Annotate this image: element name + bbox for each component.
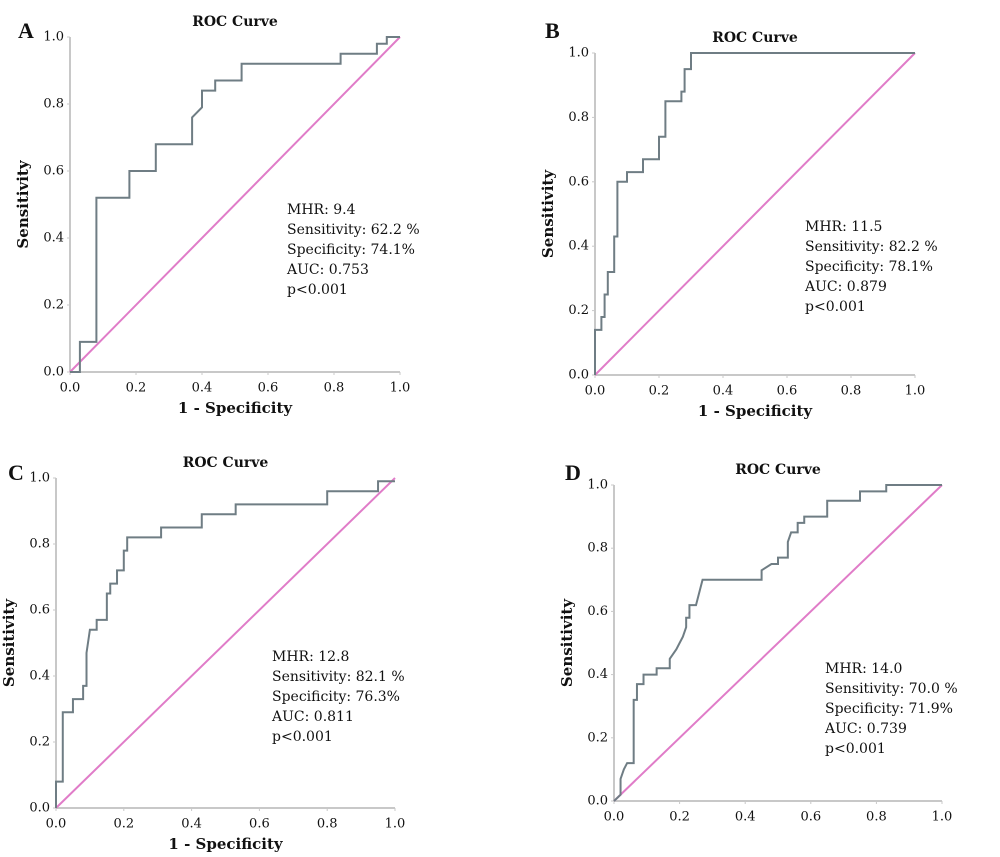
x-tick-label: 0.2: [113, 817, 134, 832]
annotation: AUC: 0.753: [286, 262, 369, 278]
y-tick-label: 0.4: [568, 239, 589, 254]
x-axis-label: 1 - Specificity: [698, 402, 813, 420]
y-tick-label: 0.0: [29, 801, 50, 816]
annotation: Specificity: 76.3%: [272, 689, 400, 705]
roc-line: [594, 52, 915, 375]
annotation: Specificity: 74.1%: [287, 242, 415, 258]
chart-title: ROC Curve: [712, 30, 798, 46]
y-tick-label: 0.2: [43, 298, 64, 313]
y-tick-label: 0.8: [43, 97, 64, 112]
x-tick-label: 0.6: [249, 817, 270, 832]
annotation: Sensitivity: 62.2 %: [287, 222, 420, 238]
y-tick-label: 0.6: [29, 603, 50, 618]
x-tick-label: 0.0: [585, 384, 606, 399]
x-tick-label: 0.8: [317, 817, 338, 832]
y-tick-label: 0.8: [29, 537, 50, 552]
x-tick-label: 0.8: [866, 810, 887, 825]
x-tick-label: 0.4: [192, 381, 213, 396]
roc-line: [69, 36, 401, 373]
annotation: MHR: 14.0: [825, 661, 902, 677]
annotation: Specificity: 78.1%: [805, 259, 933, 275]
panel-label: A: [18, 18, 34, 43]
y-tick-label: 0.0: [587, 794, 608, 809]
y-tick-label: 0.4: [29, 669, 50, 684]
x-tick-label: 0.2: [649, 384, 670, 399]
annotation: p<0.001: [805, 299, 866, 315]
annotation: p<0.001: [287, 282, 348, 298]
x-axis-label: 1 - Specificity: [178, 399, 293, 417]
x-tick-label: 0.0: [604, 810, 625, 825]
x-tick-label: 0.6: [258, 381, 279, 396]
y-tick-label: 0.6: [43, 164, 64, 179]
roc-line: [70, 36, 400, 373]
y-tick-label: 0.4: [43, 231, 64, 246]
annotation: AUC: 0.739: [824, 721, 907, 737]
annotation: MHR: 12.8: [272, 649, 349, 665]
x-tick-label: 1.0: [390, 381, 411, 396]
y-axis-label: Sensitivity: [14, 159, 32, 248]
x-tick-label: 0.0: [60, 381, 81, 396]
x-tick-label: 0.2: [669, 810, 690, 825]
x-tick-label: 0.4: [713, 384, 734, 399]
x-tick-label: 0.4: [181, 817, 202, 832]
panel-label: D: [565, 460, 581, 485]
y-tick-label: 0.0: [568, 368, 589, 383]
annotation: Sensitivity: 82.2 %: [805, 239, 938, 255]
annotation: AUC: 0.811: [271, 709, 354, 725]
y-tick-label: 1.0: [587, 478, 608, 493]
y-tick-label: 1.0: [43, 30, 64, 45]
x-tick-label: 0.6: [800, 810, 821, 825]
annotation: MHR: 11.5: [805, 219, 882, 235]
x-tick-label: 1.0: [932, 810, 953, 825]
x-tick-label: 1.0: [905, 384, 926, 399]
y-tick-label: 0.8: [587, 541, 608, 556]
y-axis-label: Sensitivity: [558, 598, 576, 687]
panel-label: B: [545, 18, 560, 43]
y-tick-label: 0.8: [568, 110, 589, 125]
roc-line: [613, 484, 942, 802]
roc-line: [613, 484, 943, 802]
roc-line: [594, 52, 916, 376]
y-tick-label: 0.4: [587, 667, 608, 682]
chart-title: ROC Curve: [192, 14, 278, 30]
x-tick-label: 0.0: [46, 817, 67, 832]
x-axis-label: 1 - Specificity: [168, 835, 283, 853]
annotation: Specificity: 71.9%: [825, 701, 953, 717]
x-tick-label: 0.8: [841, 384, 862, 399]
chart-title: ROC Curve: [735, 462, 821, 478]
y-axis-label: Sensitivity: [539, 169, 557, 258]
annotation: p<0.001: [825, 741, 886, 757]
y-tick-label: 1.0: [29, 471, 50, 486]
x-tick-label: 0.2: [126, 381, 147, 396]
annotation: Sensitivity: 82.1 %: [272, 669, 405, 685]
y-tick-label: 0.2: [568, 303, 589, 318]
y-tick-label: 0.2: [587, 730, 608, 745]
y-tick-label: 1.0: [568, 46, 589, 61]
annotation: MHR: 9.4: [287, 202, 356, 218]
y-tick-label: 0.0: [43, 365, 64, 380]
roc-line: [55, 480, 395, 808]
x-tick-label: 0.6: [777, 384, 798, 399]
annotation: AUC: 0.879: [804, 279, 887, 295]
y-axis-label: Sensitivity: [0, 598, 18, 687]
annotation: p<0.001: [272, 729, 333, 745]
x-tick-label: 0.4: [735, 810, 756, 825]
panel-label: C: [8, 460, 24, 485]
x-tick-label: 1.0: [385, 817, 406, 832]
x-tick-label: 0.8: [324, 381, 345, 396]
annotation: Sensitivity: 70.0 %: [825, 681, 958, 697]
roc-line: [55, 477, 396, 809]
y-tick-label: 0.2: [29, 735, 50, 750]
y-tick-label: 0.6: [587, 604, 608, 619]
chart-title: ROC Curve: [183, 455, 269, 471]
y-tick-label: 0.6: [568, 174, 589, 189]
